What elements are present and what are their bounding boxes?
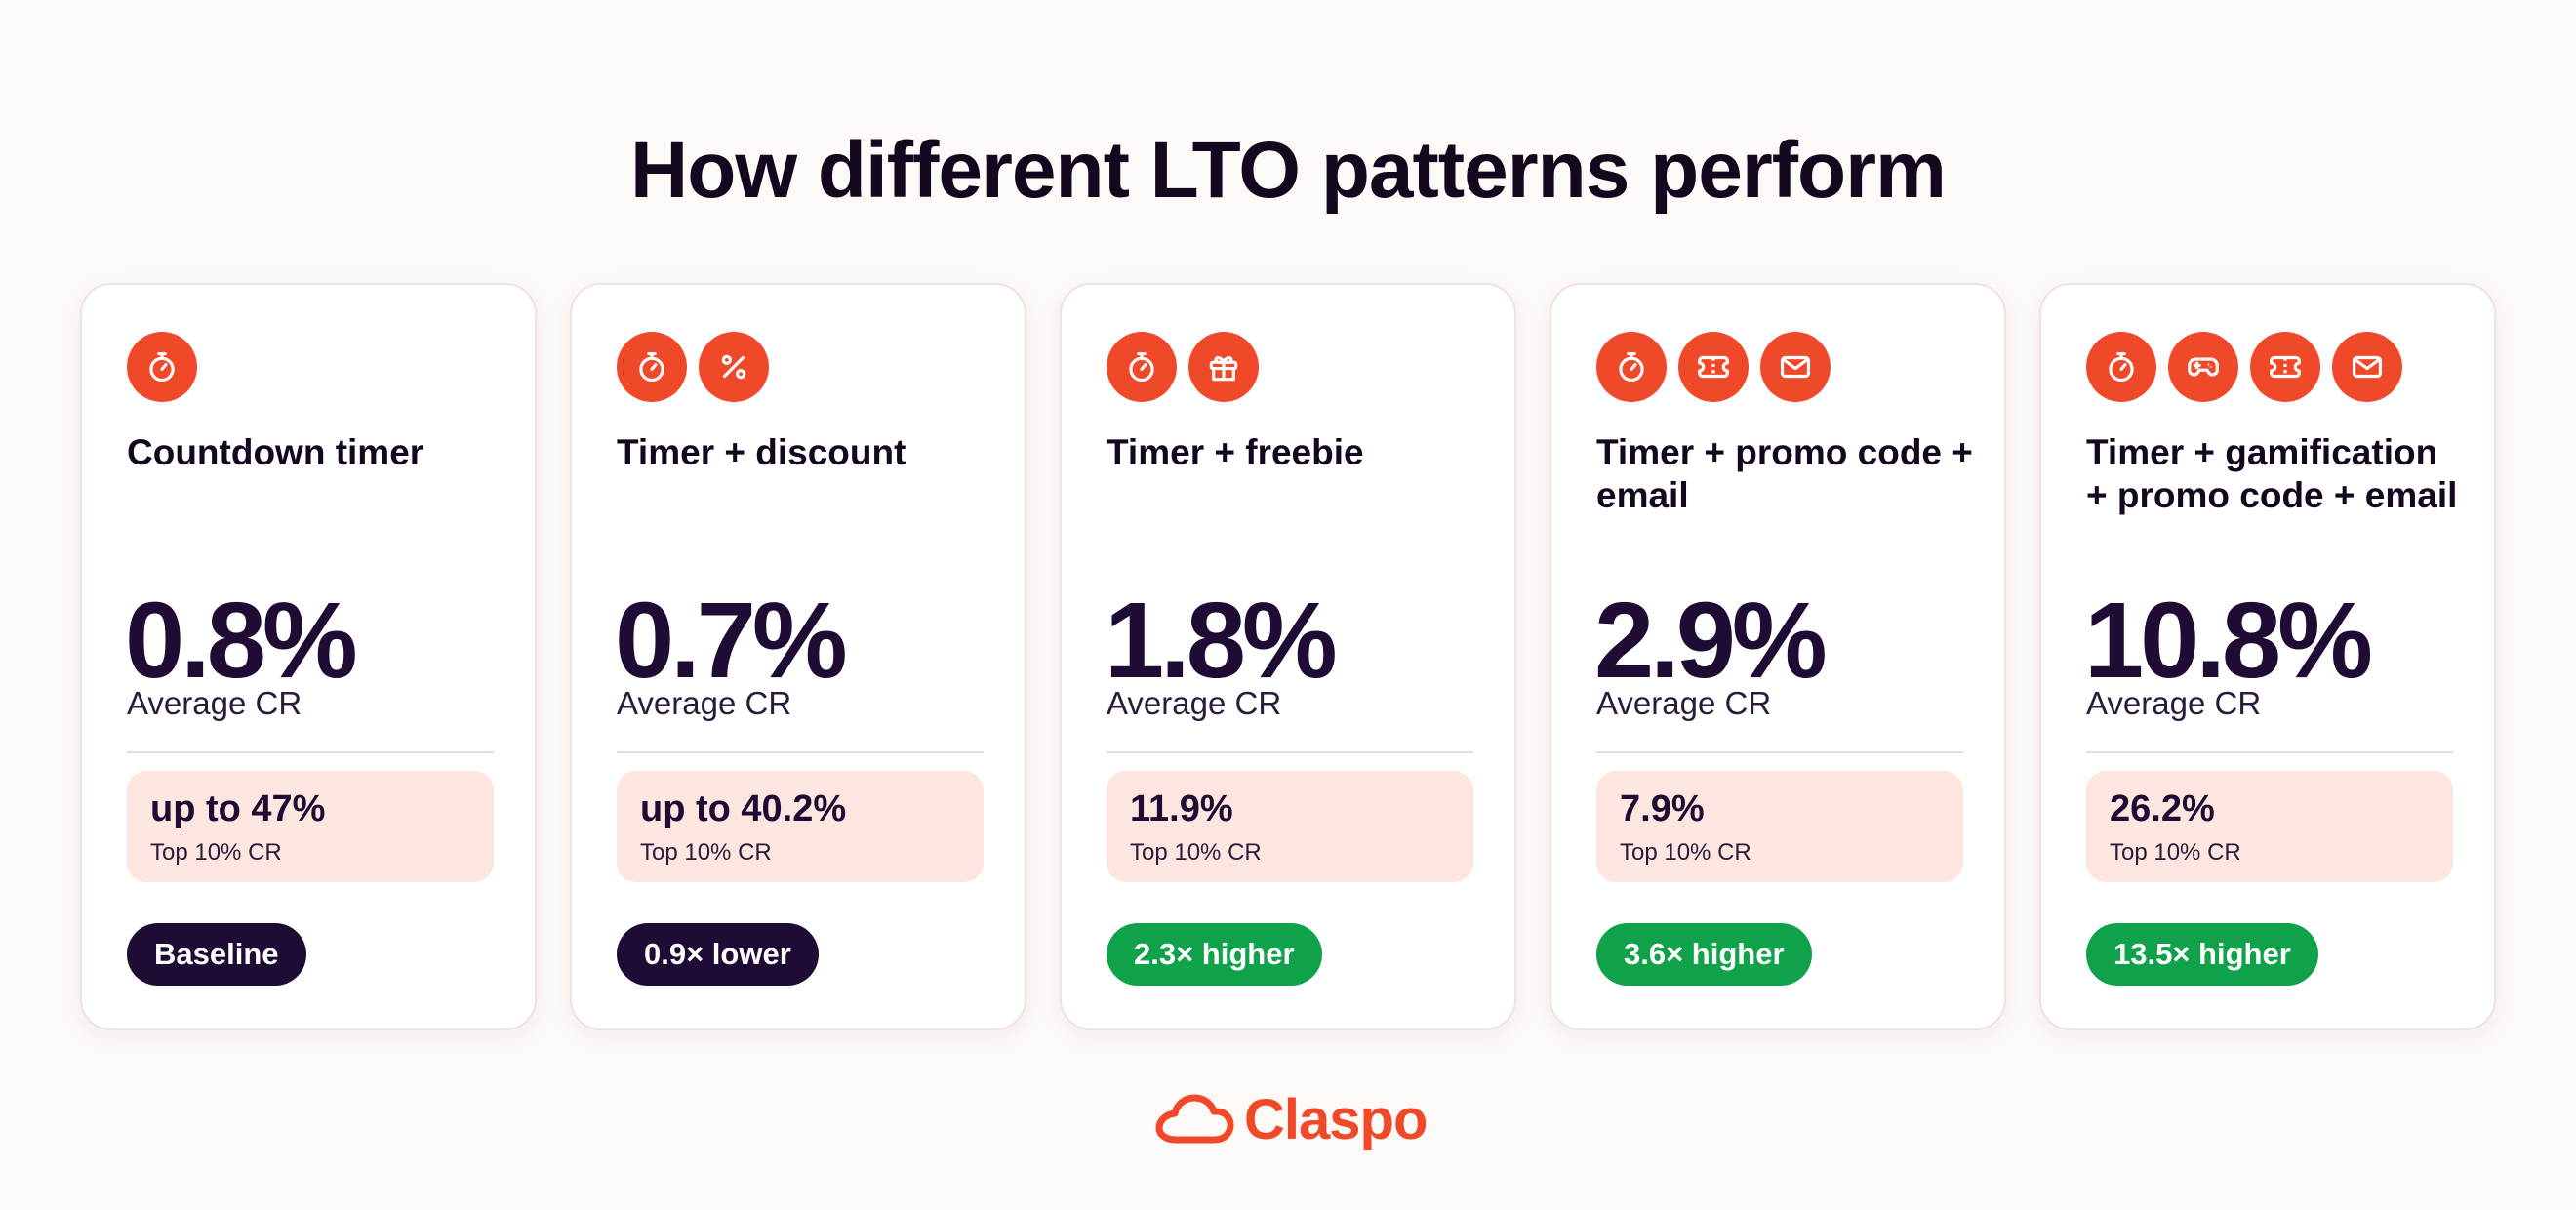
claspo-logo: Claspo [1154,1087,1428,1152]
card-icons [2086,332,2402,402]
divider [1596,751,1963,753]
top-cr-value: 11.9% [1130,788,1233,829]
timer-icon [617,332,687,402]
gamepad-icon [2168,332,2238,402]
timer-icon [127,332,197,402]
ticket-icon [2250,332,2320,402]
divider [617,751,984,753]
divider [2086,751,2453,753]
card-title: Timer + discount [617,432,906,472]
pattern-card: Timer + gamification + promo code + emai… [2039,283,2496,1030]
top-cr-box: 11.9% Top 10% CR [1107,771,1473,882]
pattern-card: Timer + promo code + email 2.9% Average … [1550,283,2006,1030]
top-cr-box: up to 40.2% Top 10% CR [617,771,984,882]
top-cr-label: Top 10% CR [1620,839,1751,866]
card-title: Timer + gamification + promo code + emai… [2086,432,2458,515]
average-cr-value: 0.8% [125,581,358,701]
comparison-badge: 0.9× lower [617,923,819,986]
average-cr-value: 2.9% [1594,581,1828,701]
card-title: Countdown timer [127,432,424,472]
average-cr-label: Average CR [617,685,792,721]
pattern-card: Timer + freebie 1.8% Average CR 11.9% To… [1060,283,1516,1030]
average-cr-value: 1.8% [1105,581,1338,701]
gift-icon [1188,332,1259,402]
timer-icon [2086,332,2156,402]
comparison-badge: 2.3× higher [1107,923,1322,986]
top-cr-label: Top 10% CR [2110,839,2241,866]
cloud-icon [1155,1094,1234,1143]
pattern-card: Countdown timer 0.8% Average CR up to 47… [80,283,537,1030]
ticket-icon [1678,332,1749,402]
top-cr-box: 7.9% Top 10% CR [1596,771,1963,882]
top-cr-box: 26.2% Top 10% CR [2086,771,2453,882]
top-cr-value: 7.9% [1620,788,1705,829]
timer-icon [1107,332,1177,402]
pattern-card: Timer + discount 0.7% Average CR up to 4… [570,283,1026,1030]
comparison-badge: Baseline [127,923,306,986]
card-icons [1107,332,1259,402]
top-cr-label: Top 10% CR [640,839,772,866]
cards-row: Countdown timer 0.8% Average CR up to 47… [80,283,2496,1030]
top-cr-label: Top 10% CR [150,839,282,866]
average-cr-label: Average CR [1107,685,1282,721]
card-title: Timer + freebie [1107,432,1364,472]
card-icons [1596,332,1831,402]
mail-icon [1760,332,1831,402]
top-cr-box: up to 47% Top 10% CR [127,771,494,882]
logo-text: Claspo [1244,1088,1428,1151]
card-icons [617,332,769,402]
divider [1107,751,1473,753]
divider [127,751,494,753]
average-cr-label: Average CR [2086,685,2262,721]
top-cr-value: 26.2% [2110,788,2215,829]
percent-icon [699,332,769,402]
card-icons [127,332,197,402]
card-title: Timer + promo code + email [1596,432,1973,515]
timer-icon [1596,332,1667,402]
top-cr-label: Top 10% CR [1130,839,1262,866]
comparison-badge: 3.6× higher [1596,923,1812,986]
page-title: How different LTO patterns perform [630,126,1947,215]
mail-icon [2332,332,2402,402]
average-cr-label: Average CR [127,685,302,721]
average-cr-label: Average CR [1596,685,1772,721]
comparison-badge: 13.5× higher [2086,923,2318,986]
top-cr-value: up to 47% [150,788,326,829]
average-cr-value: 10.8% [2084,581,2373,701]
average-cr-value: 0.7% [615,581,848,701]
top-cr-value: up to 40.2% [640,788,847,829]
